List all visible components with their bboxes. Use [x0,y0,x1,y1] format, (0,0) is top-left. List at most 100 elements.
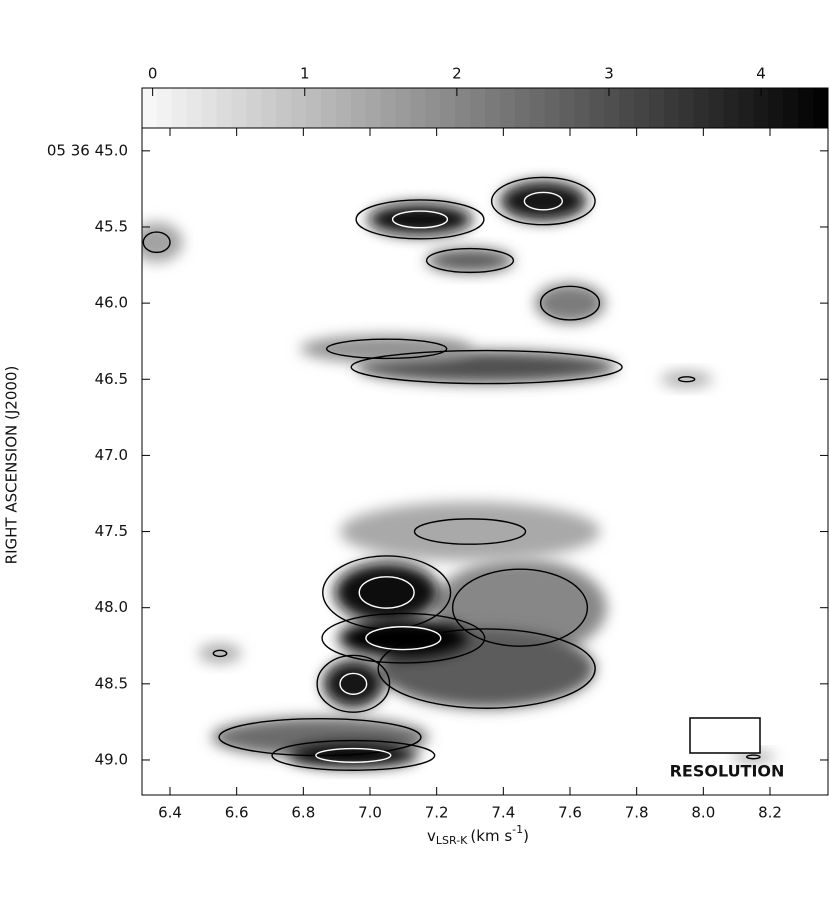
colorbar-step [723,88,740,128]
colorbar-step [171,88,188,128]
x-axis-label: vLSR-K (km s-1) [427,823,529,847]
annotation: RESOLUTION [670,762,785,781]
contour [355,199,485,240]
colorbar-step [380,88,397,128]
colorbar-tick-label: 1 [300,65,310,83]
colorbar-tick-label: 4 [756,65,766,83]
colorbar-step [276,88,292,128]
colorbar-step [142,88,158,128]
contour [365,626,442,651]
colorbar-step [485,88,501,128]
contour [218,717,422,757]
y-tick-label: 46.0 [95,294,128,312]
contours [142,176,761,771]
colorbar-step [261,88,277,128]
x-label-close: ) [523,827,529,845]
emission-clump [288,743,419,768]
x-tick-label: 7.0 [358,804,382,822]
contour [142,231,171,254]
colorbar-step [798,88,814,128]
x-label-sup: -1 [512,823,523,836]
colorbar-step [634,88,650,128]
y-tick-label: 47.0 [95,446,128,464]
contour [325,338,448,360]
emission-clump [368,203,472,236]
colorbar-step [693,88,710,128]
contour [322,555,452,630]
contour [425,247,515,274]
colorbar-step [783,88,799,128]
colorbar-step [425,88,441,128]
x-tick-label: 7.2 [425,804,449,822]
emission-clump [660,371,713,388]
y-tick-label: 45.5 [95,217,128,235]
colorbar-step [470,88,486,128]
emission-clump [142,222,183,263]
colorbar-step [619,88,635,128]
colorbar-step [574,88,590,128]
x-tick-label: 8.2 [758,804,782,822]
x-tick-label: 7.4 [491,804,515,822]
emission-clump [535,283,605,323]
colorbar-step [813,88,829,128]
colorbar-step [663,88,680,128]
contour [523,191,564,211]
contour [377,628,596,709]
colorbar [142,88,829,128]
emission-clump [499,181,587,221]
colorbar-step [365,88,382,128]
contour [315,747,392,763]
colorbar-step [231,88,247,128]
contour [490,176,596,226]
x-label-unit: (km s [470,827,512,845]
colorbar-step [395,88,411,128]
contour [745,754,761,760]
x-tick-label: 6.6 [225,804,249,822]
colorbar-step [544,88,561,128]
colorbar-step [201,88,218,128]
x-label-main: v [427,827,436,845]
contour [413,518,527,545]
colorbar-step [291,88,307,128]
colorbar-step [216,88,232,128]
colorbar-step [410,88,426,128]
x-tick-label: 7.6 [558,804,582,822]
x-tick-label: 6.8 [291,804,315,822]
contour [350,349,623,385]
emission-clump [426,248,514,273]
colorbar-step [514,88,531,128]
colorbar-step [738,88,754,128]
x-tick-label: 8.0 [691,804,715,822]
contour [451,568,589,647]
contour [677,376,696,383]
colorbar-tick-label: 3 [604,65,614,83]
colorbar-step [604,88,620,128]
contour [391,210,449,229]
colorbar-step [499,88,516,128]
colorbar-step [589,88,605,128]
colorbar-step [708,88,725,128]
colorbar-tick-label: 0 [148,65,158,83]
colorbar-step [768,88,784,128]
x-tick-label: 6.4 [158,804,182,822]
contour [316,654,391,713]
contour [339,672,368,695]
colorbar-step [335,88,352,128]
colorbar-step [306,88,322,128]
contour [321,612,486,664]
colorbar-step [320,88,337,128]
y-tick-label: 05 36 45.0 [47,141,128,159]
colorbar-step [649,88,665,128]
emission-clump [323,660,384,708]
y-tick-label: 48.5 [95,674,128,692]
emission-clump [731,750,775,763]
beam-box [689,717,761,754]
y-tick-label: 48.0 [95,598,128,616]
y-tick-label: 49.0 [95,750,128,768]
colorbar-step [186,88,203,128]
colorbar-step [156,88,173,128]
colorbar-step [455,88,471,128]
colorbar-step [559,88,575,128]
x-label-sub: LSR-K [436,834,468,847]
